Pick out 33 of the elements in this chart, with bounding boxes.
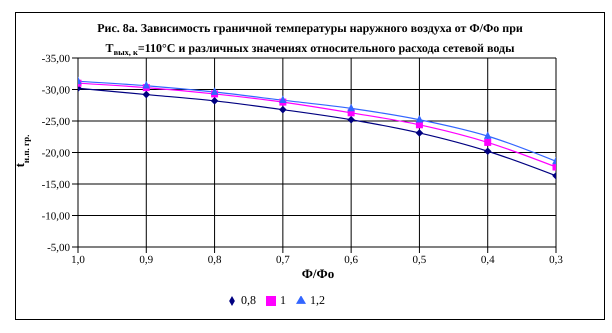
point: [142, 90, 150, 98]
legend-label: 1,2: [310, 293, 325, 307]
legend-label: 1: [280, 293, 286, 307]
y-tick-label: -15,00: [42, 178, 70, 191]
point: [142, 80, 150, 89]
x-tick-label: 0,8: [208, 254, 222, 266]
x-tick-label: 1,0: [71, 254, 86, 266]
point: [279, 106, 287, 114]
point: [347, 116, 355, 124]
point: [210, 97, 218, 105]
y-tick-label: -25,00: [42, 116, 70, 128]
x-tick-label: 0,6: [344, 254, 359, 266]
point: [347, 104, 355, 112]
x-axis-title: Ф/Фо: [302, 266, 334, 281]
y-tick-label: -30,00: [42, 84, 70, 96]
chart-title: Рис. 8а. Зависимость граничной температуры наружного воздуха от Ф/Фо при T$_{вых, к}$=110°C и различных значениях относительного расхода сетевой воды: [96, 20, 524, 58]
point: [484, 131, 492, 139]
x-tick-label: 0,3: [549, 254, 564, 266]
point: [416, 114, 424, 123]
point: [210, 87, 218, 95]
y-tick-label: -5,00: [47, 242, 70, 254]
x-tick-label: 0,4: [480, 254, 496, 266]
y-tick-label: -35,00: [42, 52, 70, 65]
point: [416, 129, 424, 137]
legend-label: 0,8: [241, 293, 256, 307]
point: [484, 147, 492, 156]
point: [484, 138, 492, 146]
x-tick-label: 0,5: [412, 254, 427, 266]
x-tick-label: 0,9: [139, 254, 154, 266]
y-tick-label: -10,00: [42, 210, 70, 222]
point: [279, 95, 287, 104]
x-tick-label: 0,7: [276, 254, 290, 266]
y-tick-label: -20,00: [42, 147, 70, 160]
